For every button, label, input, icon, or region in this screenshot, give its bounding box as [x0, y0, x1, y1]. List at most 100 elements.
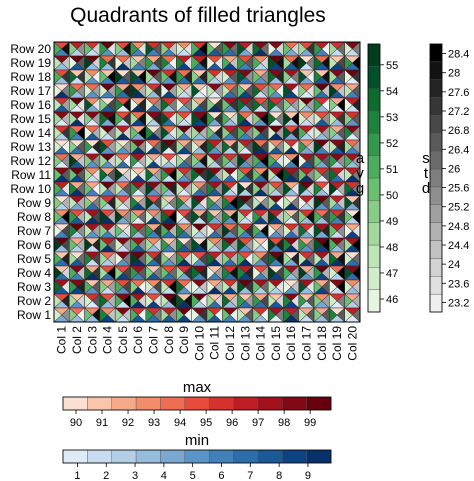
avg-triangle [114, 55, 124, 71]
avg-triangle [344, 167, 353, 183]
avg-triangle [344, 265, 353, 281]
heatmap-cell [313, 69, 331, 85]
avg-triangle [99, 195, 108, 211]
heatmap-cell [298, 209, 315, 225]
avg-triangle [160, 41, 170, 57]
heatmap-cell [236, 293, 254, 309]
heatmap-cell [114, 125, 132, 141]
std-colorbar-swatch [429, 43, 443, 63]
avg-triangle [99, 111, 108, 127]
heatmap-cell [114, 69, 132, 85]
heatmap-cell [160, 139, 178, 155]
avg-triangle [329, 209, 338, 225]
std-tick-label: 28 [448, 68, 460, 80]
avg-triangle [114, 97, 124, 113]
avg-triangle [145, 83, 154, 99]
avg-triangle [267, 125, 277, 141]
avg-triangle [237, 223, 246, 239]
avg-triangle [191, 293, 200, 309]
heatmap-cell [53, 55, 70, 71]
avg-tick-label: 48 [386, 242, 398, 254]
avg-triangle [237, 167, 246, 183]
heatmap-cell [175, 111, 193, 127]
row-label: Row 6 [17, 238, 51, 252]
avg-triangle [313, 167, 323, 183]
avg-triangle [222, 237, 231, 253]
avg-triangle [114, 237, 124, 253]
max-tick-label: 98 [278, 417, 290, 429]
heatmap-cell [53, 237, 70, 253]
heatmap-cell [206, 55, 223, 71]
min-colorbar-swatch [208, 449, 234, 464]
avg-triangle [206, 265, 216, 281]
avg-triangle [69, 55, 78, 71]
avg-triangle [176, 125, 185, 141]
heatmap-cell [221, 167, 239, 183]
avg-triangle [84, 111, 93, 127]
avg-triangle [298, 111, 307, 127]
min-tick-label: 7 [247, 470, 253, 481]
max-tick-label: 94 [174, 417, 186, 429]
avg-triangle [222, 97, 231, 113]
avg-triangle [69, 139, 78, 155]
avg-triangle [160, 307, 170, 323]
heatmap-cell [175, 251, 193, 267]
heatmap-cell [252, 195, 269, 211]
max-tick-label: 90 [70, 417, 82, 429]
avg-tick-label: 51 [386, 164, 398, 176]
heatmap-cell [206, 195, 223, 211]
column-label: Col 8 [162, 326, 176, 354]
heatmap-cell [53, 279, 70, 295]
min-tick-label: 3 [132, 470, 138, 481]
avg-triangle [237, 195, 246, 211]
heatmap-cell [267, 125, 285, 141]
avg-triangle [99, 265, 108, 281]
avg-colorbar-swatch [367, 289, 381, 313]
avg-triangle [237, 97, 246, 113]
heatmap-cell [267, 111, 285, 127]
avg-triangle [99, 209, 108, 225]
avg-triangle [267, 111, 277, 127]
max-colorbar-frame [62, 396, 332, 411]
heatmap-cell [236, 153, 254, 169]
heatmap-cell [344, 55, 361, 71]
heatmap-cell [53, 111, 70, 127]
avg-triangle [69, 209, 78, 225]
heatmap-cell [344, 111, 361, 127]
heatmap-cell [114, 111, 132, 127]
avg-triangle [237, 237, 246, 253]
avg-triangle [252, 153, 261, 169]
avg-tick-label: 52 [386, 138, 398, 150]
heatmap-cell [99, 139, 116, 155]
heatmap-cell [160, 223, 178, 239]
avg-triangle [176, 167, 185, 183]
avg-triangle [206, 167, 216, 183]
heatmap-cell [236, 307, 254, 323]
avg-triangle [130, 139, 139, 155]
heatmap-cell [344, 279, 361, 295]
heatmap-cell [145, 83, 162, 99]
heatmap-cell [160, 237, 178, 253]
avg-triangle [114, 223, 124, 239]
avg-triangle [222, 125, 231, 141]
heatmap-cell [68, 209, 86, 225]
heatmap-cell [129, 279, 147, 295]
avg-triangle [114, 293, 124, 309]
avg-triangle [99, 251, 108, 267]
heatmap-cell [83, 195, 101, 211]
heatmap-cell [252, 97, 269, 113]
avg-tick-label: 50 [386, 190, 398, 202]
avg-triangle [145, 97, 154, 113]
avg-triangle [237, 293, 246, 309]
heatmap-cell [191, 69, 208, 85]
avg-triangle [237, 265, 246, 281]
heatmap-cell [160, 97, 178, 113]
column-label: Col 19 [330, 326, 344, 361]
min-colorbar-frame [62, 449, 332, 464]
column-label: Col 18 [315, 326, 329, 361]
heatmap-cell [221, 41, 239, 57]
heatmap-cell [282, 195, 300, 211]
avg-triangle [206, 111, 216, 127]
max-colorbar-swatch [208, 396, 234, 411]
heatmap-cell [206, 111, 223, 127]
